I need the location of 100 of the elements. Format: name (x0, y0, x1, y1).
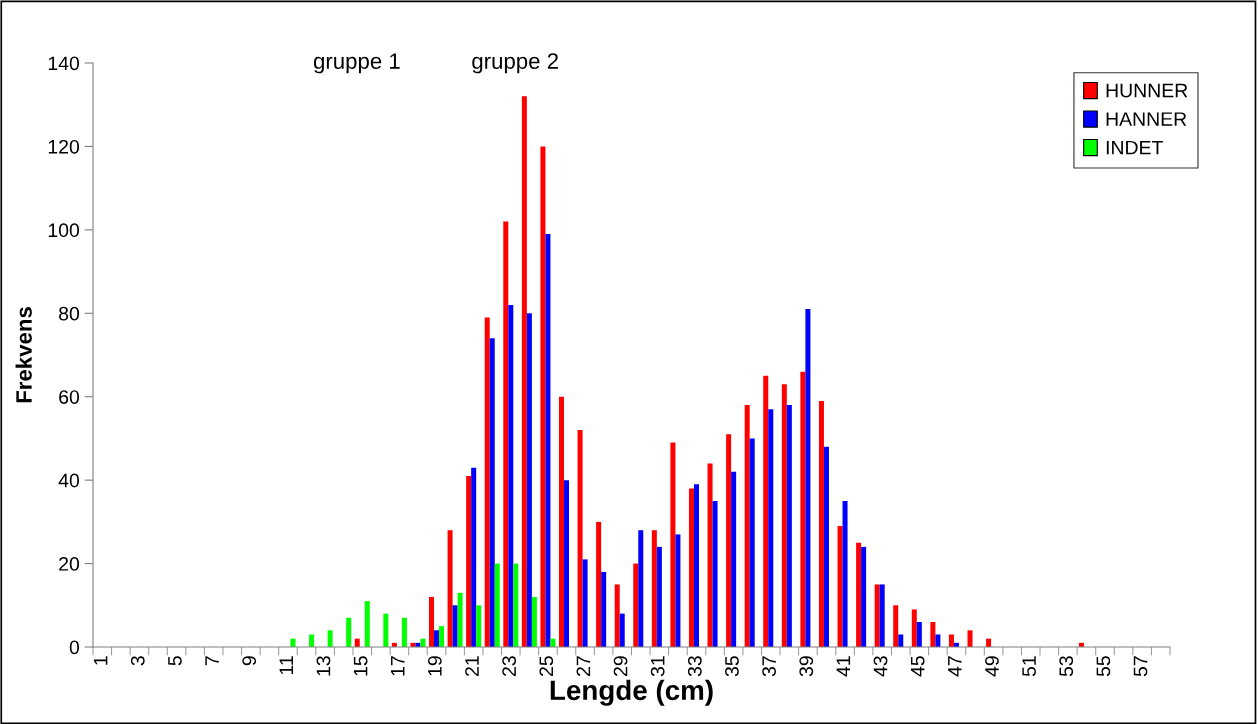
bar (693, 484, 699, 647)
y-tick-label: 80 (59, 306, 80, 321)
y-tick-label: 100 (48, 223, 80, 238)
x-tick-label: 35 (725, 656, 739, 677)
bar (651, 530, 657, 647)
x-tick-label: 51 (1022, 656, 1036, 677)
bar (526, 313, 532, 647)
bar (916, 621, 922, 647)
bar (893, 605, 899, 647)
bar (564, 480, 570, 647)
x-tick-label: 53 (1059, 656, 1074, 677)
x-tick-label: 55 (1096, 656, 1111, 677)
x-tick-label: 23 (502, 656, 517, 676)
bar (401, 617, 407, 647)
x-tick-label: 29 (613, 656, 628, 676)
bar (707, 463, 713, 647)
bar (967, 630, 973, 647)
bar (911, 609, 917, 647)
y-tick-label: 20 (59, 557, 80, 571)
bar (744, 405, 750, 647)
bar (503, 221, 509, 647)
bar (601, 571, 607, 647)
x-tick-label: 21 (465, 656, 479, 676)
y-tick-label: 0 (69, 640, 80, 655)
x-tick-label: 19 (427, 656, 442, 676)
x-tick-label: 39 (799, 656, 814, 677)
annotation: gruppe 2 (472, 53, 558, 74)
bar (508, 304, 514, 647)
bar (531, 596, 537, 647)
y-tick-label: 120 (48, 139, 80, 154)
bar (521, 96, 527, 647)
bar (898, 634, 904, 647)
bar (327, 630, 333, 647)
x-tick-label: 7 (205, 656, 219, 666)
bar (856, 542, 862, 647)
x-tick-label: 15 (353, 656, 368, 676)
bar (582, 559, 588, 647)
bar (489, 338, 495, 647)
x-tick-label: 47 (948, 656, 962, 677)
bar (484, 317, 490, 647)
bar (614, 584, 620, 647)
x-tick-label: 57 (1133, 656, 1148, 677)
x-tick-label: 41 (836, 656, 851, 677)
x-axis-title: Lengde (cm) (550, 679, 713, 706)
bar (447, 530, 453, 647)
bar (823, 446, 829, 647)
bar (670, 442, 676, 647)
bar (837, 526, 843, 647)
y-tick-label: 60 (59, 390, 80, 404)
annotation: gruppe 1 (313, 53, 400, 74)
x-tick-label: 17 (391, 656, 405, 676)
bar (638, 530, 644, 647)
bar (781, 384, 787, 647)
bar (805, 309, 811, 647)
bar (930, 621, 936, 647)
bar (874, 584, 880, 647)
bar (619, 613, 625, 647)
x-tick-label: 43 (873, 656, 888, 677)
bar (935, 634, 941, 647)
bar (749, 438, 755, 647)
bar (439, 626, 445, 647)
bar (879, 584, 885, 647)
y-tick-label: 140 (48, 56, 80, 71)
bar (786, 405, 792, 647)
bar (768, 409, 774, 647)
bar (383, 613, 389, 647)
bar (731, 471, 737, 647)
x-tick-label: 1 (93, 656, 108, 665)
bar (633, 563, 639, 647)
x-tick-label: 33 (687, 656, 702, 677)
x-tick-label: 49 (985, 656, 999, 677)
bar (364, 601, 370, 647)
x-tick-label: 27 (576, 656, 591, 676)
x-tick-label: 9 (242, 656, 257, 666)
bar (476, 605, 482, 647)
bar (861, 546, 867, 647)
x-tick-label: 45 (910, 656, 925, 677)
bar (466, 475, 472, 647)
bar (596, 521, 602, 647)
bar (763, 375, 769, 647)
bar (346, 617, 352, 647)
bar (675, 534, 681, 647)
x-tick-label: 25 (539, 656, 554, 676)
y-axis-title: Frekvens (15, 307, 32, 403)
x-tick-label: 3 (130, 656, 145, 666)
y-tick-label: 40 (58, 473, 80, 488)
legend-label: HANNER (1106, 112, 1187, 126)
bar (558, 396, 564, 647)
bar (540, 146, 546, 647)
x-tick-label: 31 (650, 656, 665, 677)
x-tick-label: 13 (316, 656, 331, 676)
bar (688, 488, 694, 647)
bar (577, 430, 583, 647)
bar (452, 605, 458, 647)
bar (712, 501, 718, 647)
bar (726, 434, 732, 647)
bar (948, 634, 954, 647)
bar (457, 592, 463, 647)
bar (545, 234, 551, 647)
bar (513, 563, 519, 647)
